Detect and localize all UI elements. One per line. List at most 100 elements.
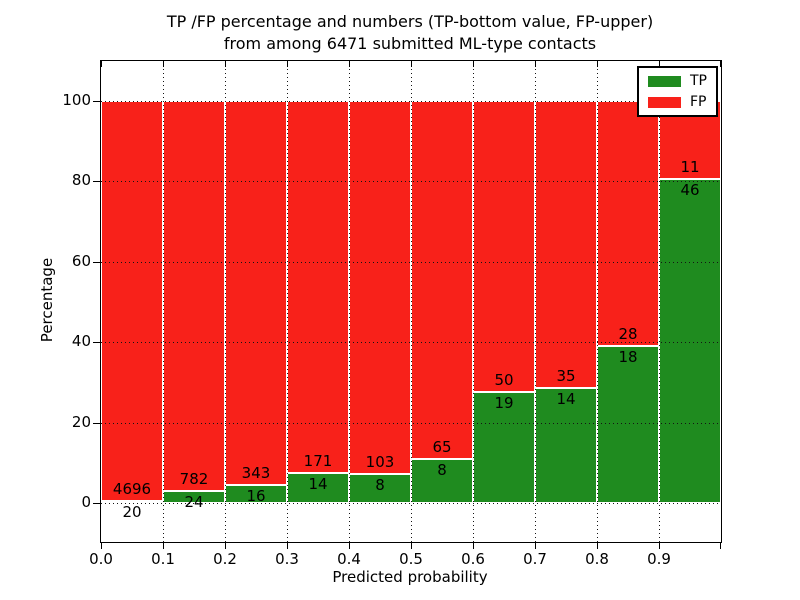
- x-tick-mark: [535, 543, 536, 549]
- x-tick-mark: [225, 543, 226, 549]
- fp-bar-segment: [349, 101, 411, 475]
- tp-bar-segment: [349, 474, 411, 503]
- x-tick-mark-top: [720, 61, 721, 67]
- x-tick-mark-top: [597, 61, 598, 67]
- legend-swatch-icon: [648, 96, 681, 108]
- x-tick-mark: [101, 543, 102, 549]
- fp-count-label: 11: [680, 157, 700, 176]
- legend-entry: TP: [648, 74, 707, 88]
- fp-count-label: 50: [494, 371, 514, 390]
- tp-count-label: 19: [494, 394, 514, 413]
- fp-bar-segment: [535, 101, 597, 389]
- tp-count-label: 46: [680, 180, 700, 199]
- y-tick-mark: [93, 181, 100, 183]
- y-tick-mark: [93, 503, 100, 504]
- legend-entry: FP: [648, 95, 707, 109]
- y-tick-mark: [93, 342, 100, 344]
- y-tick-label: 100: [62, 91, 91, 109]
- tp-bar-segment: [535, 388, 597, 503]
- x-tick-mark-top: [535, 61, 536, 67]
- gridline-vertical: [349, 61, 350, 542]
- y-tick-label: 40: [71, 332, 91, 351]
- chart-title-line-2: from among 6471 submitted ML-type contac…: [223, 34, 597, 53]
- fp-bar-segment: [163, 101, 225, 492]
- y-tick-mark: [93, 422, 100, 424]
- x-tick-label: 0.5: [399, 550, 423, 568]
- fp-count-label: 103: [365, 453, 395, 472]
- y-tick-mark: [93, 101, 100, 102]
- y-tick-label: 0: [81, 493, 91, 511]
- tp-bar-segment: [597, 345, 659, 503]
- tp-bar-segment: [659, 178, 721, 503]
- gridline-vertical: [659, 61, 660, 542]
- x-tick-mark: [163, 543, 164, 549]
- fp-bar-segment: [597, 101, 659, 346]
- fp-bar-segment: [225, 101, 287, 486]
- tp-count-label: 24: [184, 493, 204, 512]
- x-tick-mark-top: [163, 61, 164, 67]
- tp-bar-segment: [225, 485, 287, 503]
- x-tick-mark-top: [287, 61, 288, 67]
- y-axis-label: Percentage: [38, 257, 56, 343]
- y-tick-label: 20: [71, 412, 91, 431]
- x-axis-label: Predicted probability: [332, 568, 488, 586]
- y-tick-label: 60: [71, 251, 91, 270]
- x-tick-mark-top: [349, 61, 350, 67]
- x-tick-label: 0.8: [585, 550, 609, 568]
- tp-bar-segment: [287, 472, 349, 503]
- fp-bar-segment: [287, 101, 349, 473]
- x-tick-mark: [473, 543, 474, 549]
- tp-count-label: 8: [437, 460, 447, 479]
- plot-area: TP FP 4696 20 782 24 343 16 171 14 103 8 65 8 50 19 35 1…: [62, 60, 722, 568]
- y-tick-label: 80: [71, 171, 91, 190]
- tp-count-label: 14: [308, 474, 328, 493]
- fp-count-label: 35: [556, 367, 576, 386]
- x-tick-mark-top: [225, 61, 226, 67]
- chart-title-line-1: TP /FP percentage and numbers (TP-bottom…: [166, 12, 654, 31]
- chart-title: TP /FP percentage and numbers (TP-bottom…: [100, 11, 720, 55]
- chart-legend: TP FP: [637, 66, 718, 117]
- gridline-vertical: [225, 61, 226, 542]
- gridline-vertical: [287, 61, 288, 542]
- x-tick-label: 0.0: [89, 550, 113, 568]
- gridline-vertical: [411, 61, 412, 542]
- fp-count-label: 782: [179, 470, 209, 489]
- fp-bar-segment: [411, 101, 473, 459]
- x-tick-mark: [411, 543, 412, 549]
- x-tick-mark: [349, 543, 350, 549]
- x-tick-mark: [287, 543, 288, 549]
- x-tick-label: 0.1: [151, 550, 175, 568]
- x-tick-label: 0.7: [523, 550, 547, 568]
- y-tick-mark: [93, 261, 100, 263]
- x-tick-mark-top: [659, 61, 660, 67]
- gridline-vertical: [597, 61, 598, 542]
- tp-bar-segment: [411, 458, 473, 503]
- gridline-vertical: [163, 61, 164, 542]
- legend-label: FP: [690, 94, 707, 110]
- fp-count-label: 28: [618, 324, 638, 343]
- fp-count-label: 65: [432, 437, 452, 456]
- fp-count-label: 4696: [112, 480, 152, 499]
- x-tick-mark: [659, 543, 660, 549]
- tp-count-label: 8: [375, 476, 385, 495]
- legend-swatch-icon: [648, 75, 681, 87]
- tp-bar-segment: [473, 392, 535, 503]
- gridline-vertical: [535, 61, 536, 542]
- tp-bar-segment: [101, 501, 163, 503]
- x-tick-mark-top: [411, 61, 412, 67]
- tp-count-label: 16: [246, 487, 266, 506]
- gridline-vertical: [473, 61, 474, 542]
- fp-count-label: 171: [303, 451, 333, 470]
- x-tick-label: 0.3: [275, 550, 299, 568]
- fp-bar-segment: [101, 101, 163, 502]
- tp-count-label: 18: [618, 347, 638, 366]
- x-tick-mark-top: [101, 61, 102, 67]
- x-tick-label: 0.6: [461, 550, 485, 568]
- legend-label: TP: [690, 73, 707, 89]
- x-tick-label: 0.9: [647, 550, 671, 568]
- fp-count-label: 343: [241, 464, 271, 483]
- x-tick-label: 0.4: [337, 550, 361, 568]
- x-tick-mark: [597, 543, 598, 549]
- tp-count-label: 20: [122, 503, 142, 522]
- x-tick-mark: [720, 543, 721, 549]
